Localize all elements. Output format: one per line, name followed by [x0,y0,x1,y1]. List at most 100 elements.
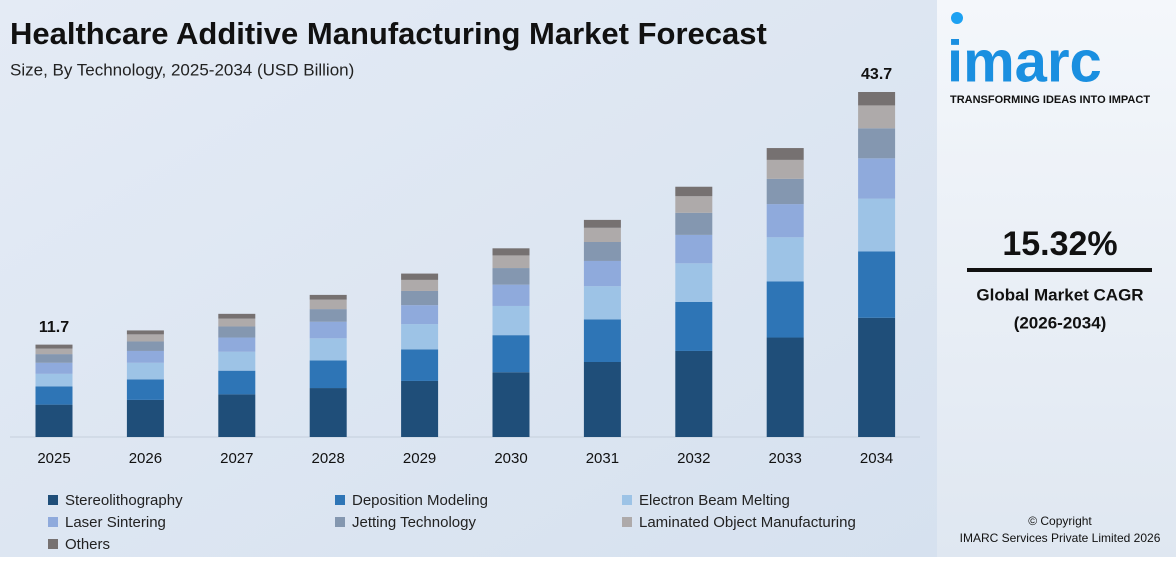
copyright: © Copyright [1028,514,1092,528]
bar-segment [218,313,256,319]
bar-segment [766,148,804,160]
bar-segment [492,268,530,285]
bar-segment [583,260,621,287]
bar-segment [401,273,439,280]
bar-segment [492,255,530,269]
bar-segment [126,334,164,342]
bar-segment [218,394,256,437]
bar-segment [126,350,164,363]
bar-segment [675,186,713,197]
bar-segment [218,318,256,327]
legend-swatch [622,495,632,505]
bar-segment [858,105,896,129]
legend-label: Electron Beam Melting [639,492,790,509]
bar-segment [309,360,347,389]
logo: imarc [947,29,1102,94]
bar-segment [858,251,896,318]
bar-segment [766,159,804,179]
bar-segment [675,196,713,213]
legend-swatch [48,495,58,505]
legend-label: Others [65,536,110,553]
bar-segment [126,399,164,437]
bar-segment [858,92,896,106]
bar-segment [218,351,256,371]
bar-segment [675,234,713,264]
bar-segment [583,227,621,242]
x-tick-label: 2032 [677,450,710,467]
bar-segment [401,324,439,350]
x-tick-label: 2025 [37,450,70,467]
bar-segment [126,379,164,400]
bar-segment [492,372,530,437]
bar-segment [492,335,530,373]
legend-label: Stereolithography [65,492,183,509]
bar-segment [35,348,73,355]
bar-segment [583,362,621,437]
bar-segment [309,294,347,300]
x-tick-label: 2031 [586,450,619,467]
bar-segment [766,204,804,238]
bar-segment [35,344,73,349]
bar-segment [401,349,439,381]
tagline: TRANSFORMING IDEAS INTO IMPACT [950,94,1150,106]
bar-segment [218,326,256,338]
bar-segment [35,362,73,374]
bar-segment [766,178,804,205]
bar-segment [583,219,621,228]
cagr-value: 15.32% [1002,225,1117,263]
bar-segment [218,370,256,395]
bar-segment [675,212,713,235]
x-tick-label: 2027 [220,450,253,467]
bar-segment [858,317,896,437]
bar-segment [126,330,164,335]
bar-segment [309,388,347,437]
legend-label: Deposition Modeling [352,492,488,509]
company: IMARC Services Private Limited 2026 [960,531,1161,545]
bar-segment [766,237,804,282]
bar-segment [218,337,256,352]
legend-swatch [48,517,58,527]
bar-segment [675,302,713,351]
bar-segment [126,341,164,351]
bar-segment [675,350,713,437]
legend-label: Jetting Technology [352,514,476,531]
cagr-label: Global Market CAGR [976,285,1143,304]
x-tick-label: 2034 [860,450,893,467]
x-tick-label: 2030 [494,450,527,467]
legend-label: Laminated Object Manufacturing [639,514,856,531]
bar-segment [35,373,73,387]
bar-segment [766,281,804,338]
bar-segment [583,319,621,362]
sidebar-background [937,0,1176,557]
legend-swatch [622,517,632,527]
bar-segment [583,286,621,320]
cagr-period: (2026-2034) [1014,313,1107,332]
bar-segment [675,263,713,302]
x-tick-label: 2029 [403,450,436,467]
logo-dot [951,12,963,24]
bar-segment [35,354,73,363]
total-label: 11.7 [39,319,69,336]
bar-segment [766,337,804,437]
total-label: 43.7 [861,66,892,83]
bar-segment [126,362,164,380]
bar-segment [309,309,347,322]
x-tick-label: 2028 [312,450,345,467]
bar-segment [35,404,73,437]
bar-segment [583,242,621,261]
x-tick-label: 2026 [129,450,162,467]
bar-segment [309,338,347,361]
bar-segment [492,305,530,336]
bar-segment [858,128,896,159]
bar-segment [401,290,439,306]
chart-title: Healthcare Additive Manufacturing Market… [10,16,767,51]
bar-segment [35,386,73,405]
legend-swatch [335,517,345,527]
x-tick-label: 2033 [769,450,802,467]
bar-segment [401,380,439,437]
legend-label: Laser Sintering [65,514,166,531]
bar-segment [401,305,439,325]
bar-segment [401,279,439,291]
